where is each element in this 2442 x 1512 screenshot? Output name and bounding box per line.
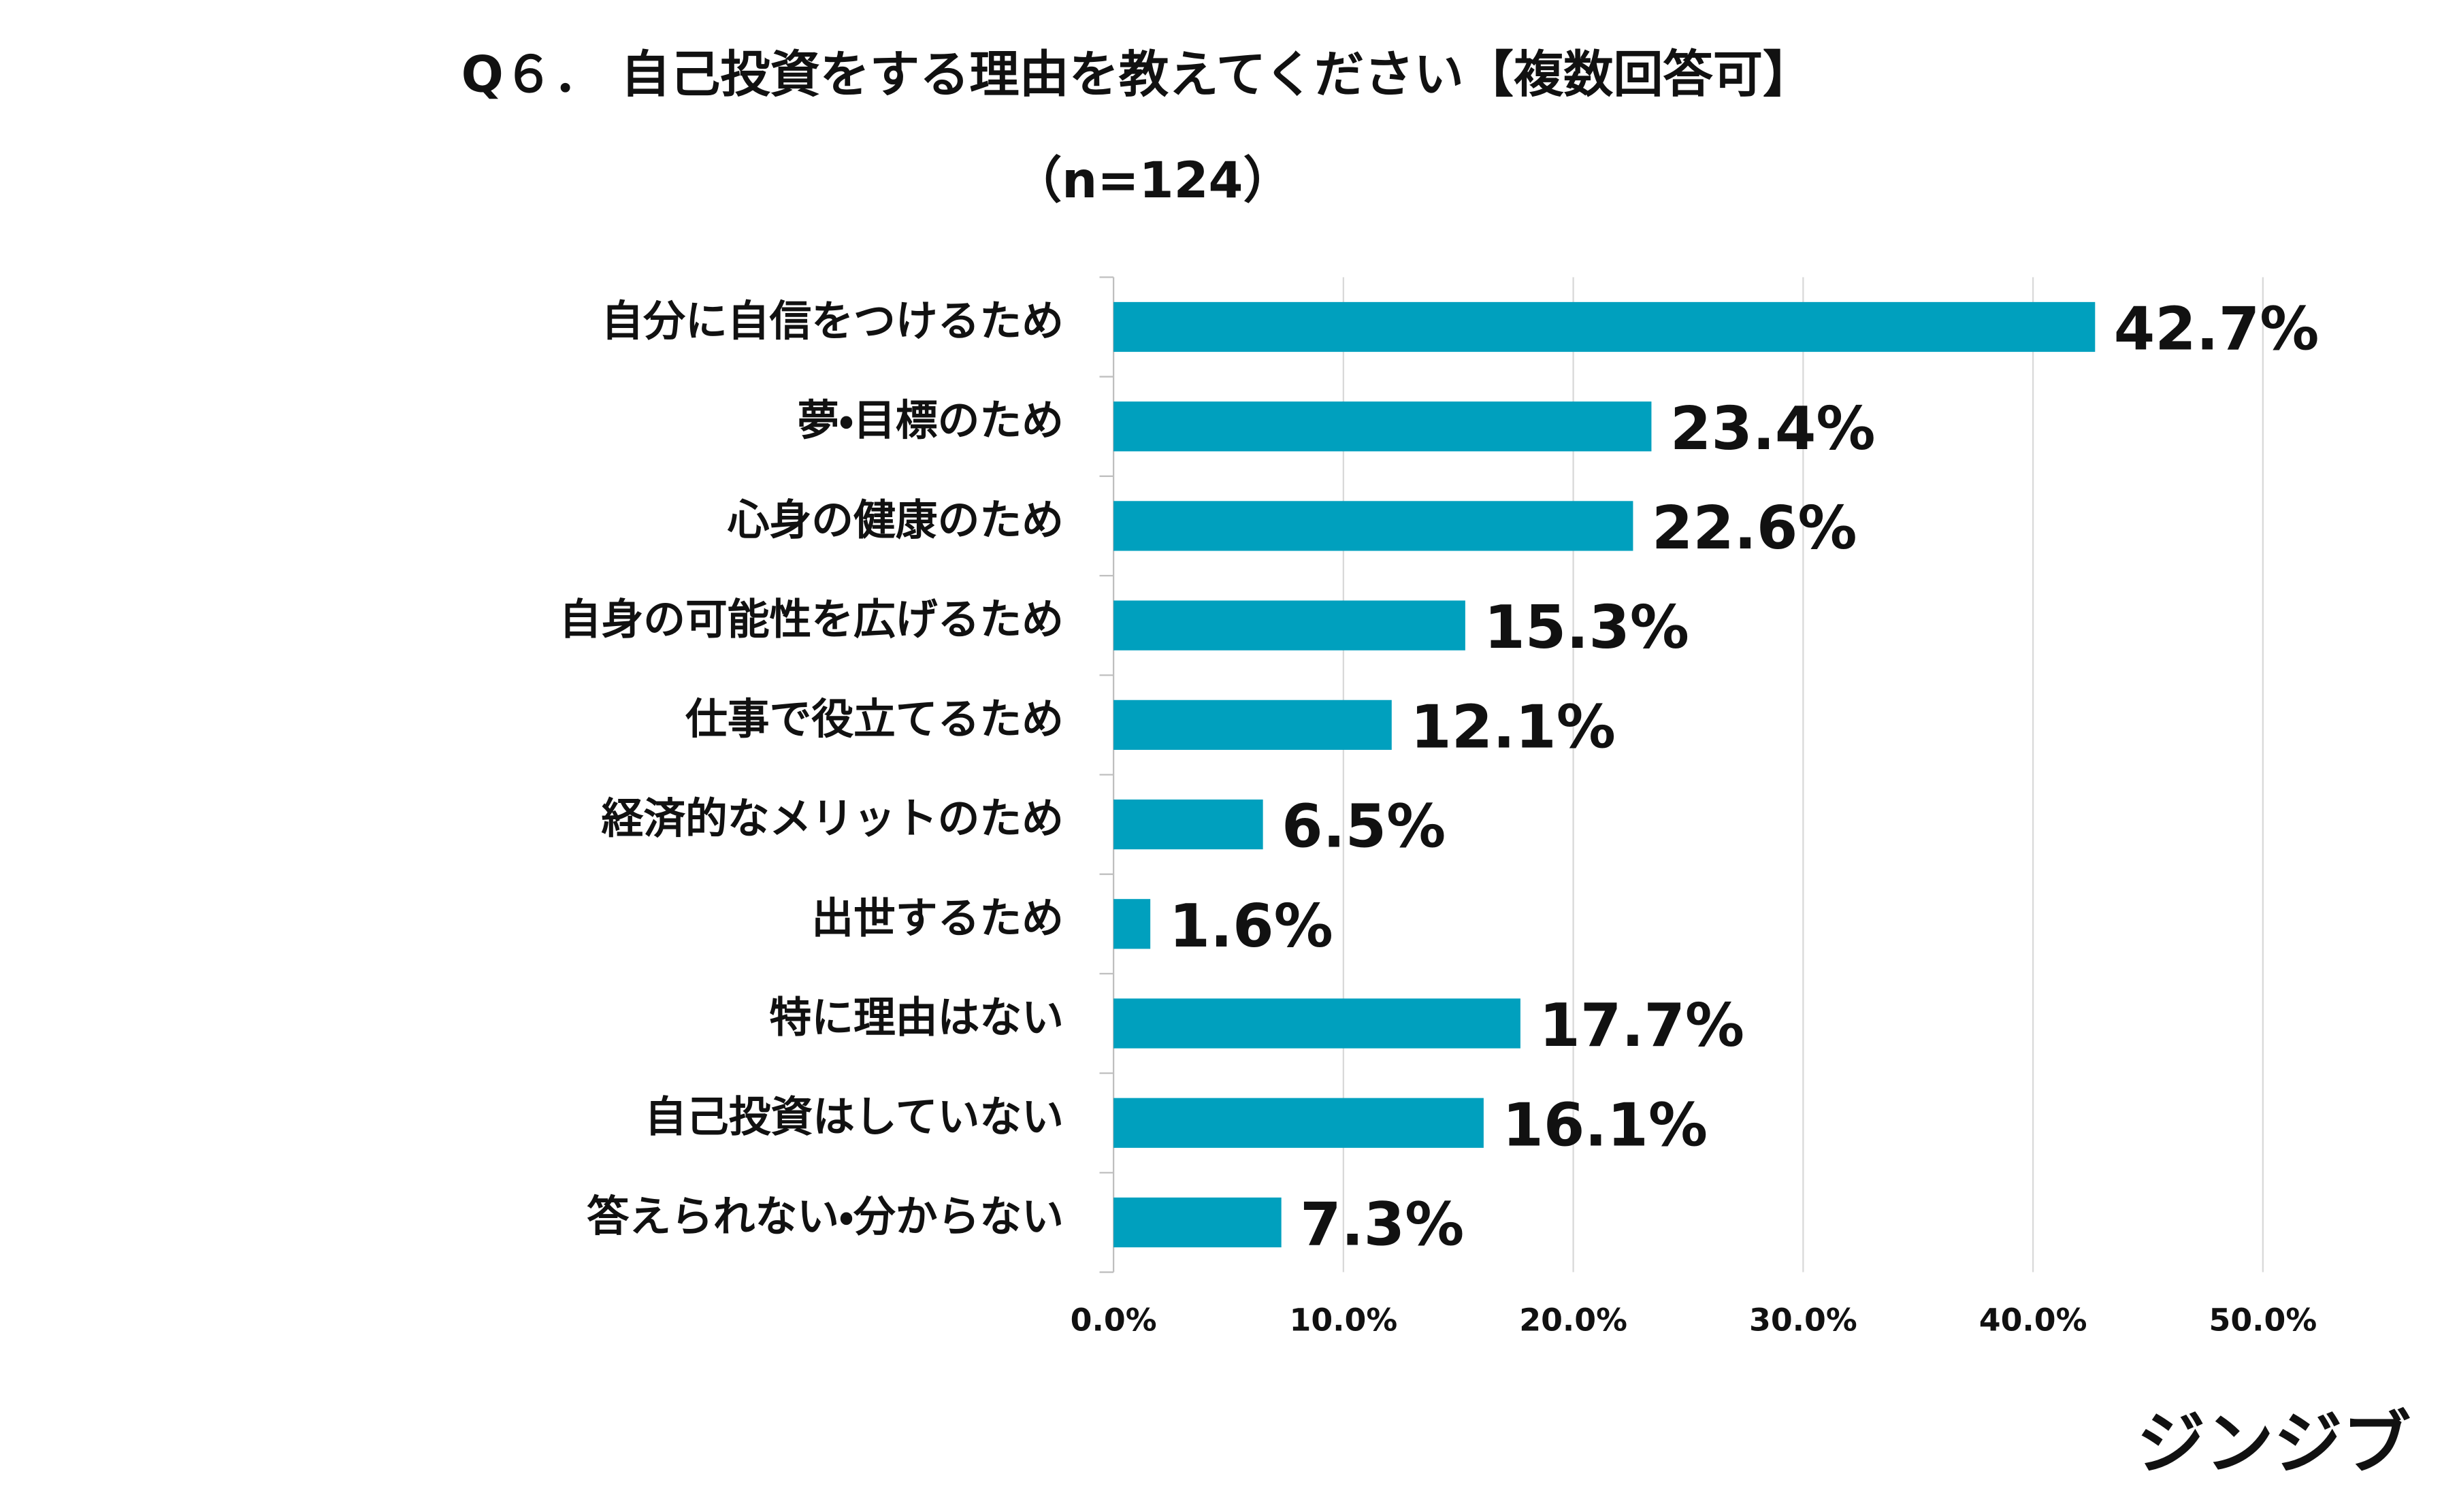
y-tick-label: 仕事で役立てるため xyxy=(685,695,1064,744)
value-label: 1.6% xyxy=(1169,891,1333,961)
bar xyxy=(1113,700,1392,750)
bar xyxy=(1113,301,2096,352)
bar xyxy=(1113,1098,1484,1148)
value-label: 12.1% xyxy=(1410,692,1616,761)
value-label: 15.3% xyxy=(1484,593,1689,662)
x-tick-label: 0.0% xyxy=(1071,1302,1157,1338)
bar xyxy=(1113,401,1652,452)
bar xyxy=(1113,600,1465,651)
bar xyxy=(1113,799,1263,850)
y-tick-label: 自身の可能性を広げるため xyxy=(559,595,1064,644)
x-tick-label: 20.0% xyxy=(1519,1302,1627,1338)
y-tick-label: 心身の健康のため xyxy=(728,495,1064,544)
bar xyxy=(1113,1197,1282,1248)
y-tick-label: 答えられない・分からない xyxy=(587,1192,1063,1241)
bar xyxy=(1113,501,1633,551)
x-tick-label: 40.0% xyxy=(1979,1302,2087,1338)
value-label: 7.3% xyxy=(1300,1190,1464,1260)
value-label: 17.7% xyxy=(1539,991,1744,1060)
y-tick-label: 経済的なメリットのため xyxy=(601,794,1063,843)
x-tick-label: 10.0% xyxy=(1289,1302,1397,1338)
y-tick-label: 特に理由はない xyxy=(770,993,1064,1042)
value-label: 42.7% xyxy=(2114,295,2319,364)
chart-subtitle: （n=124） xyxy=(1012,152,1293,210)
x-tick-label: 50.0% xyxy=(2209,1302,2317,1338)
x-tick-label: 30.0% xyxy=(1749,1302,1857,1338)
bar xyxy=(1113,899,1151,949)
y-tick-label: 自分に自信をつけるため xyxy=(601,297,1063,346)
value-label: 23.4% xyxy=(1670,394,1876,463)
logo: ジンジブ xyxy=(2137,1404,2411,1483)
chart-title: Q６． 自己投資をする理由を教えてください【複数回答可】 xyxy=(461,46,1813,103)
value-label: 22.6% xyxy=(1652,493,1857,563)
value-label: 16.1% xyxy=(1502,1090,1708,1160)
y-tick-label: 自己投資はしていない xyxy=(645,1093,1064,1142)
bar xyxy=(1113,998,1520,1049)
y-tick-label: 出世するため xyxy=(811,893,1064,942)
y-tick-label: 夢・目標のため xyxy=(797,396,1064,445)
value-label: 6.5% xyxy=(1282,792,1446,861)
